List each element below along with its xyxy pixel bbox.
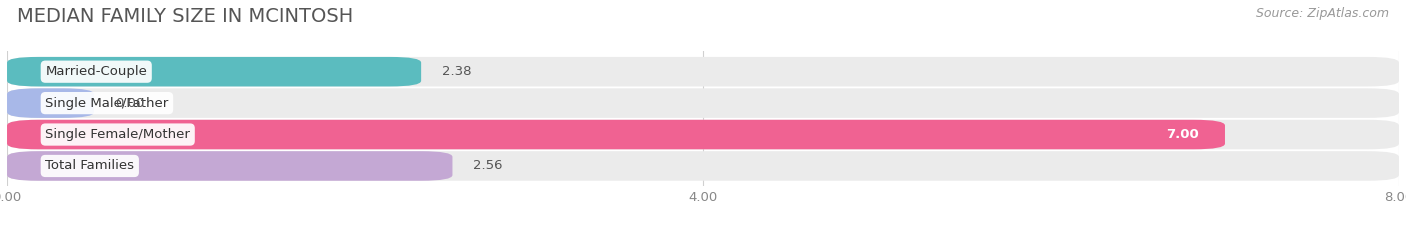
FancyBboxPatch shape (7, 151, 1399, 181)
FancyBboxPatch shape (7, 120, 1399, 149)
Text: Married-Couple: Married-Couple (45, 65, 148, 78)
Text: 2.38: 2.38 (441, 65, 471, 78)
FancyBboxPatch shape (7, 57, 1399, 86)
Text: 0.00: 0.00 (115, 97, 145, 110)
Text: 7.00: 7.00 (1166, 128, 1199, 141)
Text: MEDIAN FAMILY SIZE IN MCINTOSH: MEDIAN FAMILY SIZE IN MCINTOSH (17, 7, 353, 26)
FancyBboxPatch shape (7, 57, 422, 86)
Text: Total Families: Total Families (45, 159, 135, 172)
Text: Single Female/Mother: Single Female/Mother (45, 128, 190, 141)
FancyBboxPatch shape (7, 88, 94, 118)
FancyBboxPatch shape (7, 151, 453, 181)
Text: Source: ZipAtlas.com: Source: ZipAtlas.com (1256, 7, 1389, 20)
FancyBboxPatch shape (7, 88, 1399, 118)
FancyBboxPatch shape (7, 120, 1225, 149)
Text: Single Male/Father: Single Male/Father (45, 97, 169, 110)
Text: 2.56: 2.56 (474, 159, 503, 172)
